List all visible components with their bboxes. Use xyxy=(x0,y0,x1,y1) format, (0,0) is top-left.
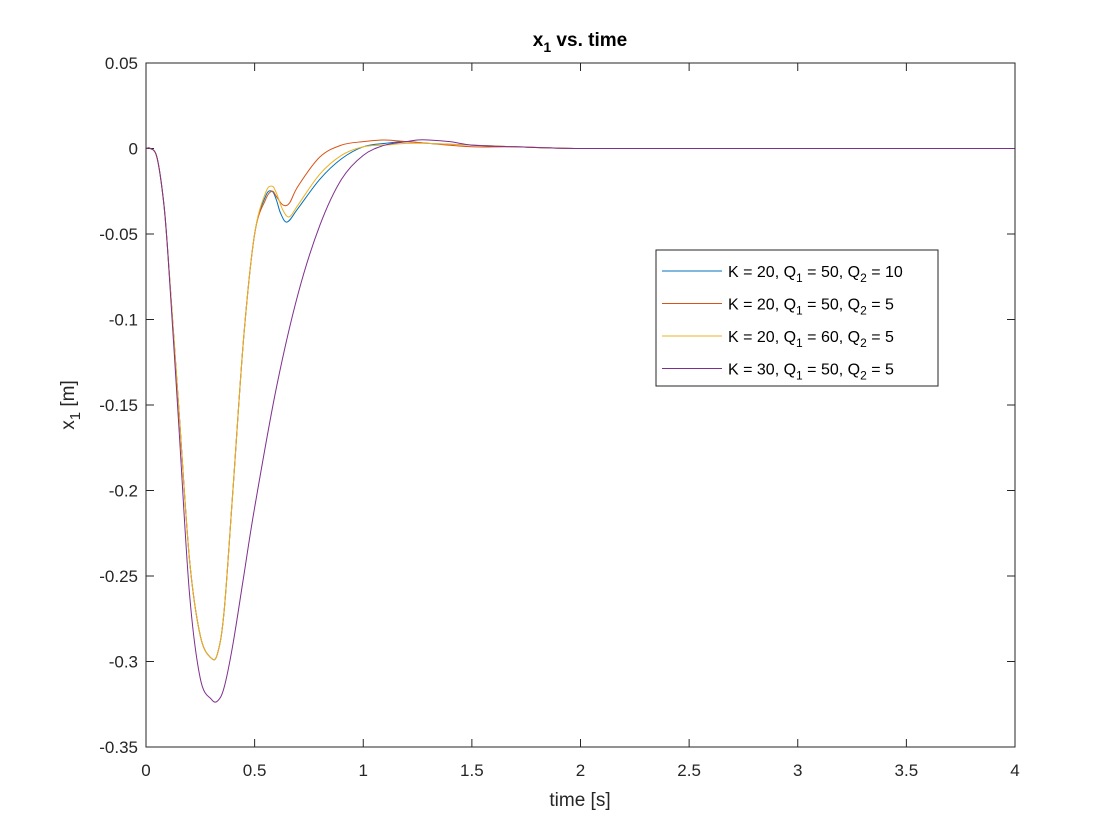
series-line-4 xyxy=(145,139,1015,703)
legend-label-part: = 5 xyxy=(867,362,894,379)
legend-label-part: = 5 xyxy=(867,329,894,346)
y-tick-label: -0.1 xyxy=(109,311,138,330)
x-tick-label: 4 xyxy=(1010,761,1019,780)
series-layer xyxy=(145,139,1015,703)
legend-label-subscript: 2 xyxy=(860,336,867,350)
legend-label-4: K = 30, Q1 = 50, Q2 = 5 xyxy=(728,362,894,383)
legend: K = 20, Q1 = 50, Q2 = 10K = 20, Q1 = 50,… xyxy=(655,249,939,387)
chart-title-rest: vs. time xyxy=(551,30,627,51)
y-axis-ticks: 0.05 0 -0.05 -0.1 -0.15 -0.2 -0.25 -0.3 -0.35 xyxy=(99,54,1015,757)
x-tick-label: 1.5 xyxy=(460,761,484,780)
x-tick-label: 3 xyxy=(793,761,802,780)
y-tick-label: 0.05 xyxy=(105,54,138,73)
legend-label-part: K = 20, Q xyxy=(728,264,796,281)
x-tick-label: 3.5 xyxy=(895,761,919,780)
y-tick-label: -0.35 xyxy=(99,738,138,757)
x-axis-ticks: 0 0.5 1 1.5 2 2.5 3 3.5 4 xyxy=(141,63,1020,780)
legend-label-part: K = 20, Q xyxy=(728,329,796,346)
legend-label-subscript: 2 xyxy=(860,369,867,383)
legend-label-subscript: 1 xyxy=(796,336,803,350)
y-axis-title: x1 [m] xyxy=(58,380,84,430)
x-tick-label: 1 xyxy=(359,761,368,780)
x-tick-label: 0 xyxy=(141,761,150,780)
chart-title: x1 vs. time xyxy=(533,30,627,55)
plot-area xyxy=(146,63,1015,747)
plot-frame xyxy=(145,62,1016,748)
chart-title-subscript: 1 xyxy=(543,39,551,55)
legend-label-part: = 10 xyxy=(867,264,903,281)
legend-label-subscript: 1 xyxy=(796,369,803,383)
chart-title-main: x xyxy=(533,30,544,51)
y-axis-title-main: x xyxy=(58,420,79,430)
x-axis-title: time [s] xyxy=(549,790,610,811)
legend-label-part: = 50, Q xyxy=(803,297,860,314)
legend-label-subscript: 1 xyxy=(796,271,803,285)
y-tick-label: 0 xyxy=(129,140,138,159)
legend-label-part: = 50, Q xyxy=(803,362,860,379)
x-tick-label: 2.5 xyxy=(677,761,701,780)
y-tick-label: -0.15 xyxy=(99,396,138,415)
x-tick-label: 0.5 xyxy=(243,761,267,780)
legend-label-subscript: 2 xyxy=(860,271,867,285)
legend-label-2: K = 20, Q1 = 50, Q2 = 5 xyxy=(728,297,894,318)
legend-label-part: = 5 xyxy=(867,297,894,314)
x-tick-label: 2 xyxy=(576,761,585,780)
y-tick-label: -0.2 xyxy=(109,482,138,501)
legend-label-3: K = 20, Q1 = 60, Q2 = 5 xyxy=(728,329,894,350)
y-axis-title-rest: [m] xyxy=(58,380,79,412)
y-tick-label: -0.25 xyxy=(99,567,138,586)
legend-label-subscript: 1 xyxy=(796,304,803,318)
legend-label-part: = 60, Q xyxy=(803,329,860,346)
legend-label-1: K = 20, Q1 = 50, Q2 = 10 xyxy=(728,264,903,285)
y-tick-label: -0.3 xyxy=(109,653,138,672)
y-tick-label: -0.05 xyxy=(99,225,138,244)
legend-label-subscript: 2 xyxy=(860,304,867,318)
legend-label-part: = 50, Q xyxy=(803,264,860,281)
legend-label-part: K = 20, Q xyxy=(728,297,796,314)
legend-box xyxy=(655,249,939,387)
y-axis-title-subscript: 1 xyxy=(67,412,84,420)
legend-label-part: K = 30, Q xyxy=(728,362,796,379)
